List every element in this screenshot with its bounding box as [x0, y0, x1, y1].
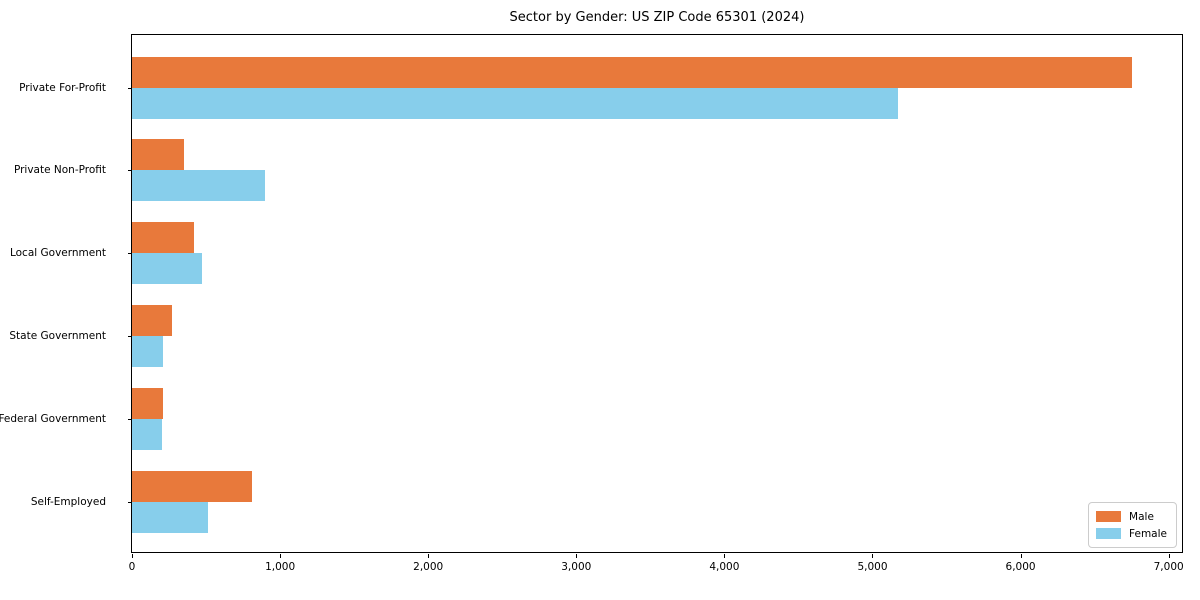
legend-label-female: Female — [1129, 527, 1167, 540]
bar-male-federal-government — [132, 387, 164, 419]
x-tick-label-7000: 7,000 — [1153, 561, 1184, 573]
x-tick-3000 — [576, 554, 578, 558]
bar-male-self-employed — [132, 470, 252, 502]
y-axis-label-private-non-profit: Private Non-Profit — [13, 164, 106, 177]
bar-female-local-government — [132, 253, 202, 285]
x-tick-4000 — [724, 554, 726, 558]
y-axis-label-federal-government: Federal Government — [0, 412, 106, 425]
x-tick-label-2000: 2,000 — [413, 561, 444, 573]
x-tick-label-3000: 3,000 — [561, 561, 592, 573]
y-tick-state-government — [128, 335, 132, 337]
bar-male-local-government — [132, 222, 195, 254]
bar-female-private-non-profit — [132, 170, 266, 202]
x-tick-label-0: 0 — [128, 561, 136, 573]
bar-female-private-for-profit — [132, 87, 898, 119]
x-tick-6000 — [1020, 554, 1022, 558]
bar-female-self-employed — [132, 501, 208, 533]
x-tick-label-6000: 6,000 — [1005, 561, 1036, 573]
x-tick-label-5000: 5,000 — [857, 561, 888, 573]
y-tick-private-non-profit — [128, 170, 132, 172]
x-tick-label-4000: 4,000 — [709, 561, 740, 573]
legend: Male Female — [1088, 502, 1177, 548]
plot-area: Private For-Profit Private Non-Profit Loca… — [0, 34, 1184, 573]
bar-female-state-government — [132, 335, 164, 367]
bar-male-private-for-profit — [132, 56, 1132, 88]
y-tick-local-government — [128, 253, 132, 255]
x-tick-label-1000: 1,000 — [265, 561, 296, 573]
y-axis-label-private-for-profit: Private For-Profit — [19, 81, 106, 94]
bar-male-private-non-profit — [132, 139, 184, 171]
y-axis-label-local-government: Local Government — [9, 247, 106, 260]
y-tick-private-for-profit — [128, 87, 132, 89]
x-tick-2000 — [428, 554, 430, 558]
legend-swatch-female-icon — [1096, 528, 1122, 539]
legend-item-female: Female — [1096, 525, 1167, 542]
legend-swatch-male-icon — [1096, 511, 1122, 522]
x-tick-5000 — [872, 554, 874, 558]
bar-female-federal-government — [132, 418, 163, 450]
x-tick-1000 — [280, 554, 282, 558]
legend-label-male: Male — [1129, 510, 1154, 523]
y-axis-label-self-employed: Self-Employed — [30, 495, 106, 508]
x-tick-0 — [132, 554, 133, 558]
y-tick-federal-government — [128, 418, 132, 420]
bar-male-state-government — [132, 304, 172, 336]
y-axis-label-state-government: State Government — [9, 329, 106, 342]
chart-title: Sector by Gender: US ZIP Code 65301 (202… — [509, 10, 805, 25]
legend-item-male: Male — [1096, 508, 1167, 525]
x-tick-7000 — [1168, 554, 1170, 558]
y-tick-self-employed — [128, 501, 132, 503]
